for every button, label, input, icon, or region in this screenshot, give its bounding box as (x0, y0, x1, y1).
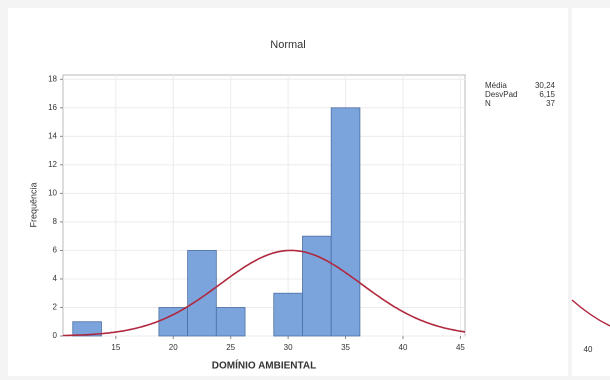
stat-value: 30,24 (535, 81, 556, 90)
side-curve (571, 299, 610, 327)
x-tick-label: 20 (169, 343, 178, 352)
bar (330, 107, 361, 337)
stat-value: 6,15 (539, 90, 555, 99)
bar (273, 292, 303, 337)
normal-curve (63, 249, 466, 337)
y-tick-label: 4 (53, 274, 58, 283)
bar (158, 307, 189, 337)
bar (72, 321, 102, 337)
bar (215, 307, 246, 337)
y-tick-label: 8 (53, 217, 58, 226)
x-tick-label: 25 (226, 343, 235, 352)
y-tick-label: 2 (53, 303, 58, 312)
x-axis-label: DOMÍNIO AMBIENTAL (212, 359, 316, 372)
y-axis-label: Frequência (28, 182, 38, 227)
y-tick-label: 14 (48, 131, 57, 140)
x-tick-label: 30 (284, 343, 293, 352)
y-tick-label: 12 (48, 160, 57, 169)
y-tick-label: 6 (53, 246, 58, 255)
side-panel (572, 8, 610, 376)
x-tick-label: 15 (111, 343, 120, 352)
y-tick-label: 16 (48, 103, 57, 112)
y-tick-label: 10 (48, 188, 57, 197)
side-tick-label: 40 (584, 345, 593, 354)
x-tick-label: 45 (456, 343, 465, 352)
bar (187, 250, 217, 337)
plot-area (62, 74, 466, 337)
x-tick-label: 35 (341, 343, 350, 352)
bar (302, 235, 332, 337)
stat-label: DesvPad (485, 90, 517, 99)
y-tick-label: 18 (48, 74, 57, 83)
stat-value: 37 (546, 99, 555, 108)
y-tick-label: 0 (53, 331, 58, 340)
stat-label: N (485, 99, 491, 108)
x-tick-label: 40 (399, 343, 408, 352)
stat-label: Média (485, 81, 507, 90)
chart-title: Normal (270, 39, 305, 51)
